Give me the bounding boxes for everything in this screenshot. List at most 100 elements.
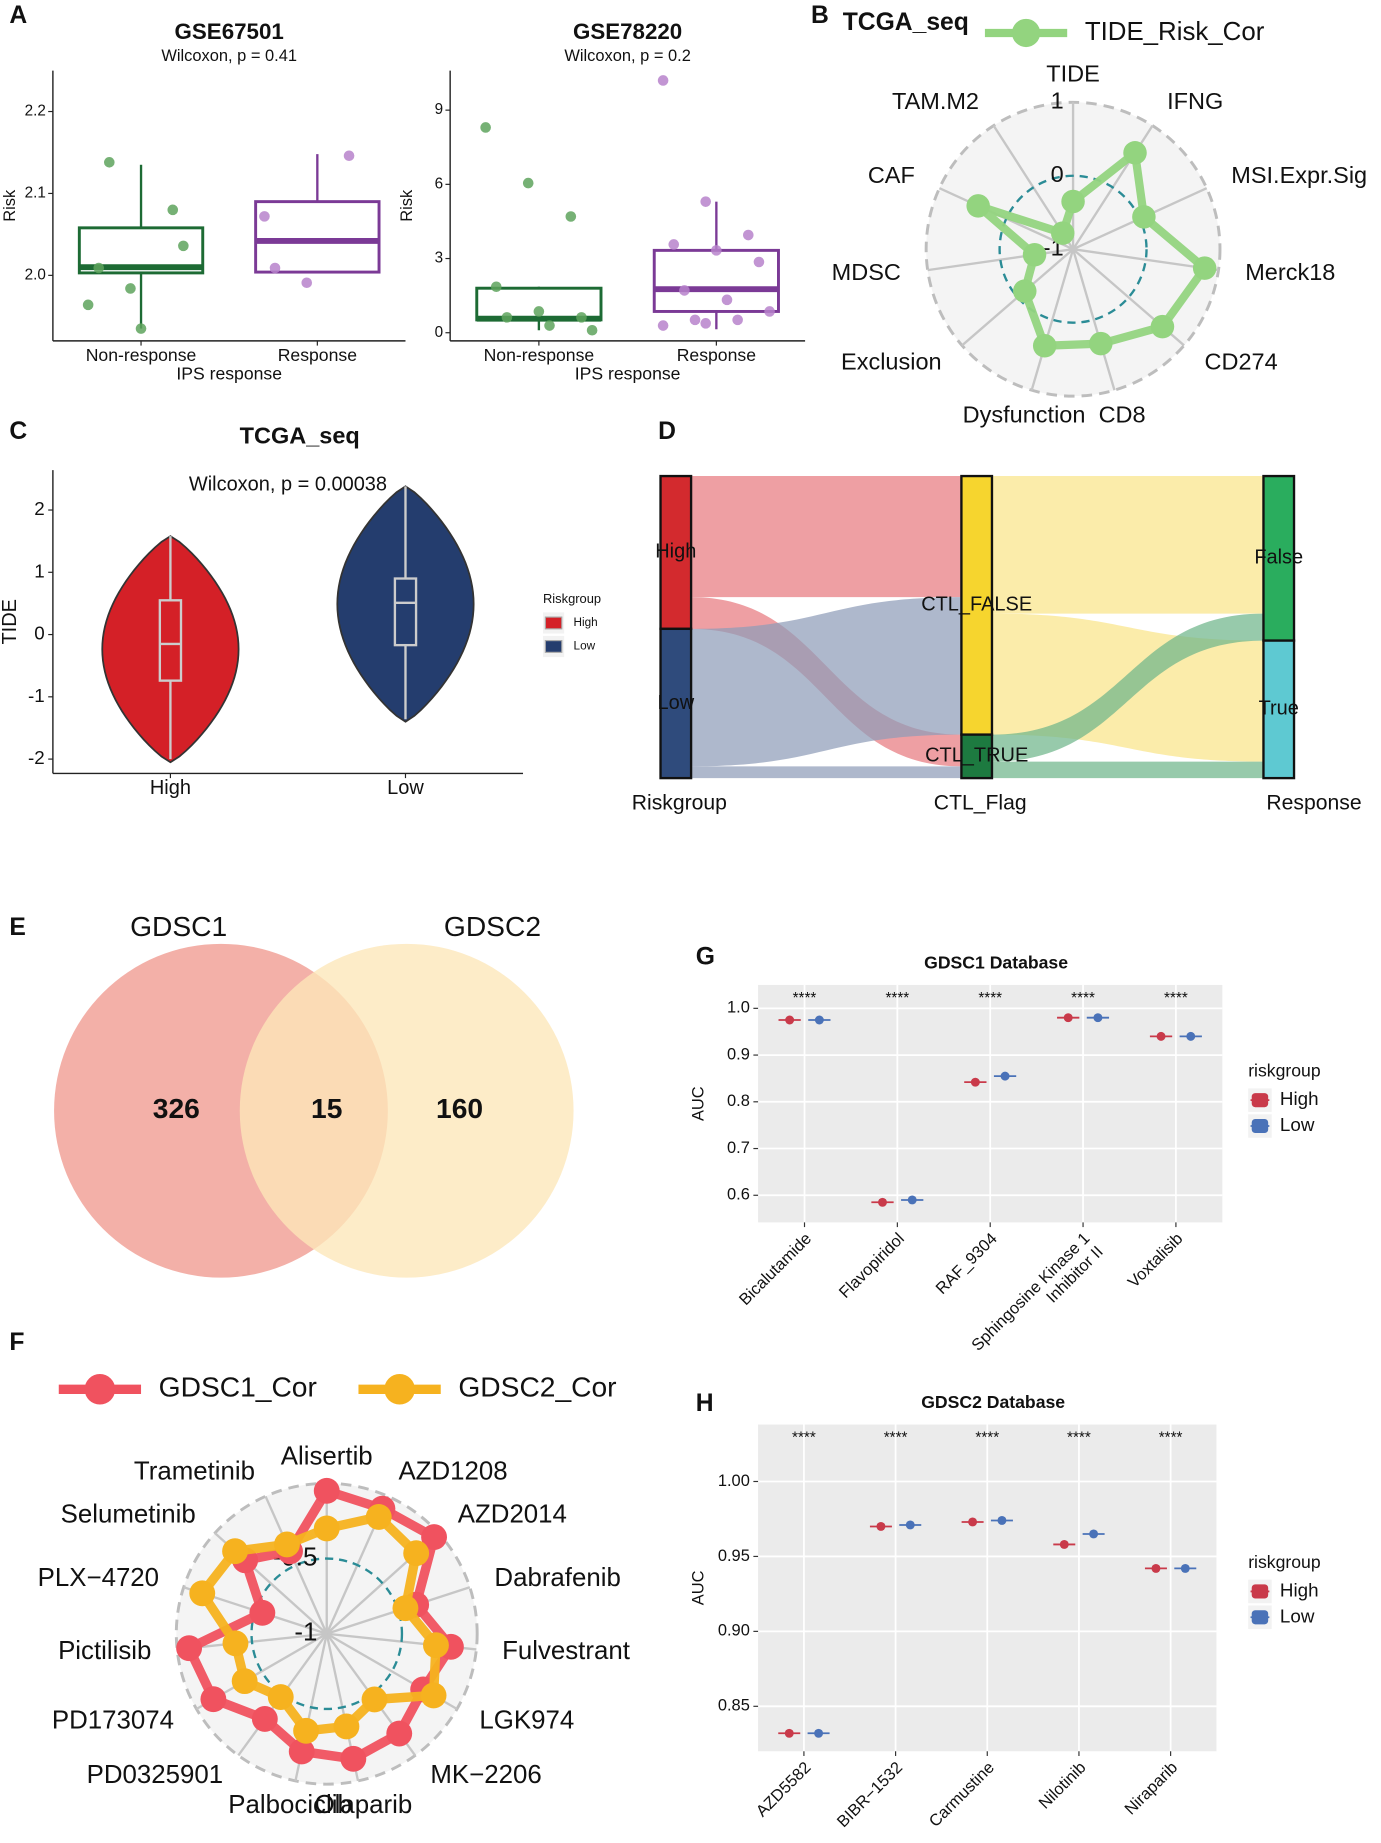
flow [991,613,1264,762]
x-tick-label: Response [278,345,358,365]
point [104,157,115,168]
significance: **** [1164,990,1188,1007]
point [1000,1071,1010,1081]
radar-point [365,1503,392,1530]
chart-subtitle: Wilcoxon, p = 0.00038 [189,474,387,496]
radar-axis-label: PD0325901 [87,1761,224,1789]
node-label: High [655,541,696,563]
y-axis-label: AUC [690,1086,708,1121]
significance: **** [885,990,909,1007]
legend-title: riskgroup [1248,1552,1321,1572]
radar-point [420,1682,447,1709]
axis-label: Riskgroup [632,792,727,815]
point [301,277,313,289]
point [743,229,754,241]
flow [991,476,1264,614]
set-label: GDSC1 [130,910,227,942]
count-label: 160 [436,1092,483,1124]
radar-point [1192,256,1217,280]
radar-axis-label: Dabrafenib [494,1564,620,1592]
radar-axis-label: IFNG [1167,88,1223,114]
radar-axis-label: Palbociclib [228,1791,352,1819]
point [167,204,179,216]
radar-point [313,1515,340,1542]
radar-tick-label: 1 [1051,88,1064,114]
x-tick-label: Non-response [484,345,595,365]
radar-axis-label: PLX−4720 [38,1564,159,1592]
significance: **** [1159,1430,1183,1447]
radar-point [251,1706,278,1732]
radar-axis-label: TAM.M2 [892,88,979,114]
x-axis-label: IPS response [575,364,681,384]
legend-label: GDSC2_Cor [458,1371,616,1403]
legend-dot [1011,18,1041,48]
flow [691,766,962,779]
point [343,150,355,162]
y-tick-label: 0 [435,324,444,341]
point [269,262,281,274]
y-tick-label: 0.90 [718,1622,750,1640]
radar-point [274,1531,300,1558]
box [254,200,381,274]
legend-dot [384,1373,415,1405]
node [659,627,693,780]
significance: **** [792,1430,816,1447]
point [721,294,733,306]
point [533,306,545,317]
box [158,599,183,682]
node-label: False [1254,547,1303,569]
node [659,474,693,631]
legend-title: riskgroup [1248,1061,1321,1081]
point [480,122,491,133]
significance: **** [1071,990,1095,1007]
set-circle [239,943,574,1278]
radar-point [403,1540,430,1567]
legend-label: Low [1280,1605,1315,1626]
box [393,577,418,647]
x-tick-label: BIBR−1532 [834,1759,907,1832]
legend-label: Low [1280,1114,1315,1135]
radar-point [1032,334,1057,358]
radar-point [1050,221,1075,245]
radar-point [293,1717,320,1744]
radar-point [1132,205,1156,229]
count-label: 326 [153,1092,200,1124]
x-tick-label: Bicalutamide [736,1230,815,1309]
radar-axis-label: CAF [868,162,915,188]
legend-swatch [544,616,563,630]
panel-label: G [696,943,715,970]
axis-label: CTL_Flag [934,792,1027,815]
panel-label: E [9,914,25,941]
radar-point [189,1580,216,1607]
radar-point [333,1713,360,1740]
y-axis-label: Risk [1,189,19,222]
point [178,240,189,252]
point [905,1520,915,1530]
radar-point [361,1686,388,1713]
x-tick-label: High [150,777,191,799]
point [997,1515,1007,1525]
x-tick-label: Non-response [86,345,197,365]
radar-axis-label: Fulvestrant [502,1637,630,1665]
radar-grid [998,174,1148,324]
legend-label: High [1280,1579,1319,1600]
y-tick-label: 0.8 [727,1092,750,1110]
point [82,299,94,311]
y-tick-label: 1 [34,560,44,581]
x-tick-label: AZD5582 [753,1759,815,1821]
node [1262,474,1296,642]
radar-axis-label: Selumetinib [61,1501,196,1529]
panel-label: D [658,418,676,445]
point [785,1015,795,1025]
radar-point [1123,141,1147,165]
set-label: GDSC2 [444,910,541,942]
point [876,1521,886,1531]
x-tick-label: Carmustine [926,1759,998,1831]
radar-axis-label: LGK974 [479,1707,574,1735]
legend-label: TIDE_Risk_Cor [1085,18,1265,46]
y-tick-label: 2.2 [25,103,46,120]
legend-label: High [574,616,598,629]
y-tick-label: 6 [435,175,444,192]
y-axis-label: AUC [690,1570,708,1605]
radar-point [231,1668,258,1695]
